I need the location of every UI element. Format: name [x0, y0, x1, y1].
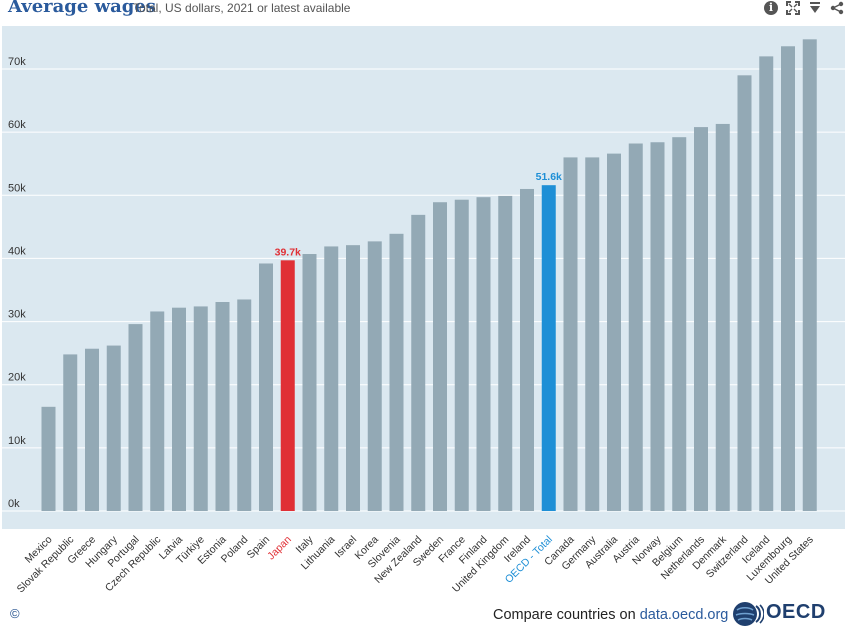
bar-greece: [85, 348, 99, 511]
bar-slovak-republic: [63, 354, 78, 511]
y-tick-label: 30k: [8, 309, 26, 321]
bar-poland: [237, 299, 252, 511]
bar-finland: [476, 197, 491, 511]
chart-toolbar: i: [764, 1, 844, 15]
bar-sweden: [433, 202, 447, 511]
oecd-logo-text: OECD: [766, 601, 826, 623]
bar-oecd-total: [541, 185, 556, 511]
bar-belgium: [672, 137, 687, 512]
oecd-globe-icon: [733, 602, 765, 626]
bar-germany: [585, 157, 600, 511]
bar-spain: [259, 263, 273, 511]
oecd-logo[interactable]: OECD: [732, 600, 842, 628]
bar-iceland: [759, 56, 774, 511]
share-icon[interactable]: [830, 1, 844, 15]
data-label-japan: 39.7k: [275, 246, 301, 258]
bar-canada: [563, 157, 578, 511]
chart-header: Average wages Total, US dollars, 2021 or…: [0, 0, 850, 26]
bar-new-zealand: [411, 214, 426, 512]
bar-denmark: [715, 123, 730, 511]
chart-title: Average wages: [8, 0, 156, 17]
compare-prefix: Compare countries on: [493, 607, 640, 623]
y-tick-label: 60k: [8, 119, 26, 131]
copyright-symbol: ©: [10, 606, 20, 621]
bar-ireland: [520, 188, 534, 511]
y-tick-label: 10k: [8, 435, 26, 447]
chart-subtitle: Total, US dollars, 2021 or latest availa…: [133, 1, 351, 15]
bar-netherlands: [694, 127, 708, 511]
fullscreen-icon[interactable]: [786, 1, 800, 15]
bar-latvia: [172, 307, 186, 511]
bar-france: [454, 199, 469, 511]
y-tick-label: 0k: [8, 498, 20, 510]
bar-switzerland: [737, 75, 752, 512]
y-tick-label: 40k: [8, 245, 26, 257]
x-tick-label-japan: Japan: [265, 534, 294, 563]
data-label-oecd-total: 51.6k: [536, 171, 562, 183]
download-icon[interactable]: [808, 1, 822, 15]
bar-slovenia: [389, 233, 404, 511]
bar-norway: [650, 142, 665, 511]
bar-luxembourg: [781, 46, 795, 512]
bar-israel: [346, 245, 360, 511]
bar-t-rkiye: [193, 306, 208, 511]
compare-countries-text: Compare countries on data.oecd.org: [493, 607, 728, 623]
y-tick-label: 50k: [8, 182, 26, 194]
bar-united-states: [802, 39, 817, 512]
bar-korea: [367, 241, 382, 511]
bar-mexico: [41, 406, 56, 511]
bar-portugal: [128, 324, 143, 511]
bar-austria: [628, 143, 643, 511]
bar-czech-republic: [150, 311, 165, 511]
bar-lithuania: [324, 246, 339, 511]
data-oecd-link[interactable]: data.oecd.org: [639, 607, 729, 623]
y-tick-label: 70k: [8, 56, 26, 68]
bar-estonia: [215, 301, 230, 511]
info-icon[interactable]: i: [764, 1, 778, 15]
bar-hungary: [106, 345, 121, 511]
bar-australia: [607, 153, 621, 511]
y-tick-label: 20k: [8, 372, 26, 384]
bar-japan: [280, 260, 295, 511]
bar-italy: [302, 254, 317, 511]
bar-united-kingdom: [498, 195, 513, 511]
